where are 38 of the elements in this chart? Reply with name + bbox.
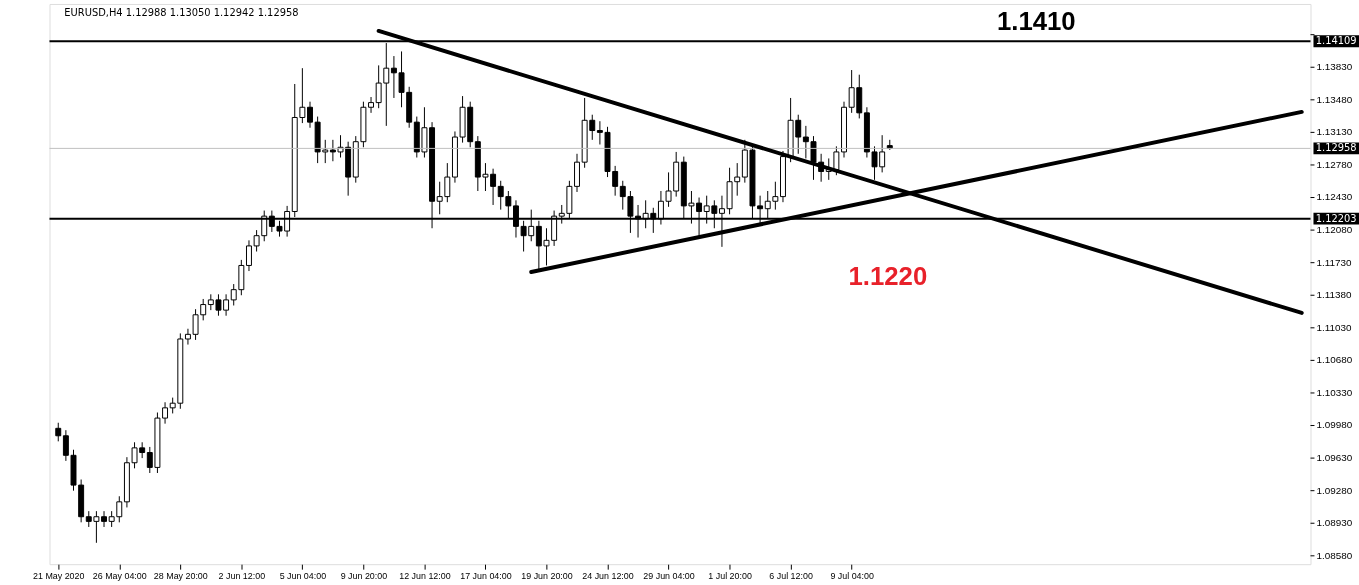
x-tick-label: 17 Jun 04:00 bbox=[460, 570, 512, 581]
y-tick-label: 1.11380 bbox=[1316, 289, 1352, 301]
y-tick-label: 1.11730 bbox=[1316, 256, 1352, 268]
y-tick-label: 1.10330 bbox=[1316, 386, 1353, 398]
x-tick-label: 1 Jul 20:00 bbox=[708, 570, 752, 581]
candlestick bbox=[55, 422, 62, 442]
ref-line-label: 1.14109 bbox=[1315, 35, 1357, 47]
annotation: 1.1410 bbox=[996, 6, 1076, 35]
x-tick-label: 9 Jul 04:00 bbox=[830, 570, 874, 581]
y-tick-label: 1.12080 bbox=[1316, 224, 1353, 236]
x-tick-label: 12 Jun 12:00 bbox=[399, 570, 451, 581]
y-tick-label: 1.09980 bbox=[1316, 419, 1353, 431]
y-tick-label: 1.08580 bbox=[1316, 549, 1353, 561]
ref-line-label: 1.12203 bbox=[1315, 212, 1357, 224]
candlestick bbox=[307, 101, 313, 129]
y-tick-label: 1.13480 bbox=[1316, 93, 1353, 105]
y-tick-label: 1.08930 bbox=[1316, 517, 1353, 529]
y-tick-label: 1.13830 bbox=[1316, 61, 1353, 73]
x-tick-label: 2 Jun 12:00 bbox=[218, 570, 266, 581]
y-tick-label: 1.12780 bbox=[1316, 158, 1353, 170]
y-tick-label: 1.13130 bbox=[1316, 126, 1353, 138]
x-tick-label: 24 Jun 12:00 bbox=[582, 570, 634, 581]
chart-title: EURUSD,H4 1.12988 1.13050 1.12942 1.12958 bbox=[64, 6, 299, 18]
x-tick-label: 29 Jun 04:00 bbox=[643, 570, 695, 581]
y-tick-label: 1.09630 bbox=[1316, 452, 1353, 464]
ref-line-label: 1.12958 bbox=[1315, 142, 1357, 154]
x-tick-label: 9 Jun 20:00 bbox=[340, 570, 388, 581]
x-tick-label: 5 Jun 04:00 bbox=[279, 570, 327, 581]
y-tick-label: 1.12430 bbox=[1316, 191, 1353, 203]
x-tick-label: 26 May 04:00 bbox=[92, 570, 147, 581]
y-tick-label: 1.09280 bbox=[1316, 484, 1353, 496]
y-tick-label: 1.10680 bbox=[1316, 354, 1353, 366]
x-tick-label: 21 May 2020 bbox=[33, 570, 85, 581]
x-tick-label: 28 May 20:00 bbox=[153, 570, 208, 581]
y-tick-label: 1.11030 bbox=[1316, 321, 1352, 333]
x-tick-label: 19 Jun 20:00 bbox=[521, 570, 573, 581]
annotation: 1.1220 bbox=[848, 262, 928, 291]
x-tick-label: 6 Jul 12:00 bbox=[769, 570, 813, 581]
